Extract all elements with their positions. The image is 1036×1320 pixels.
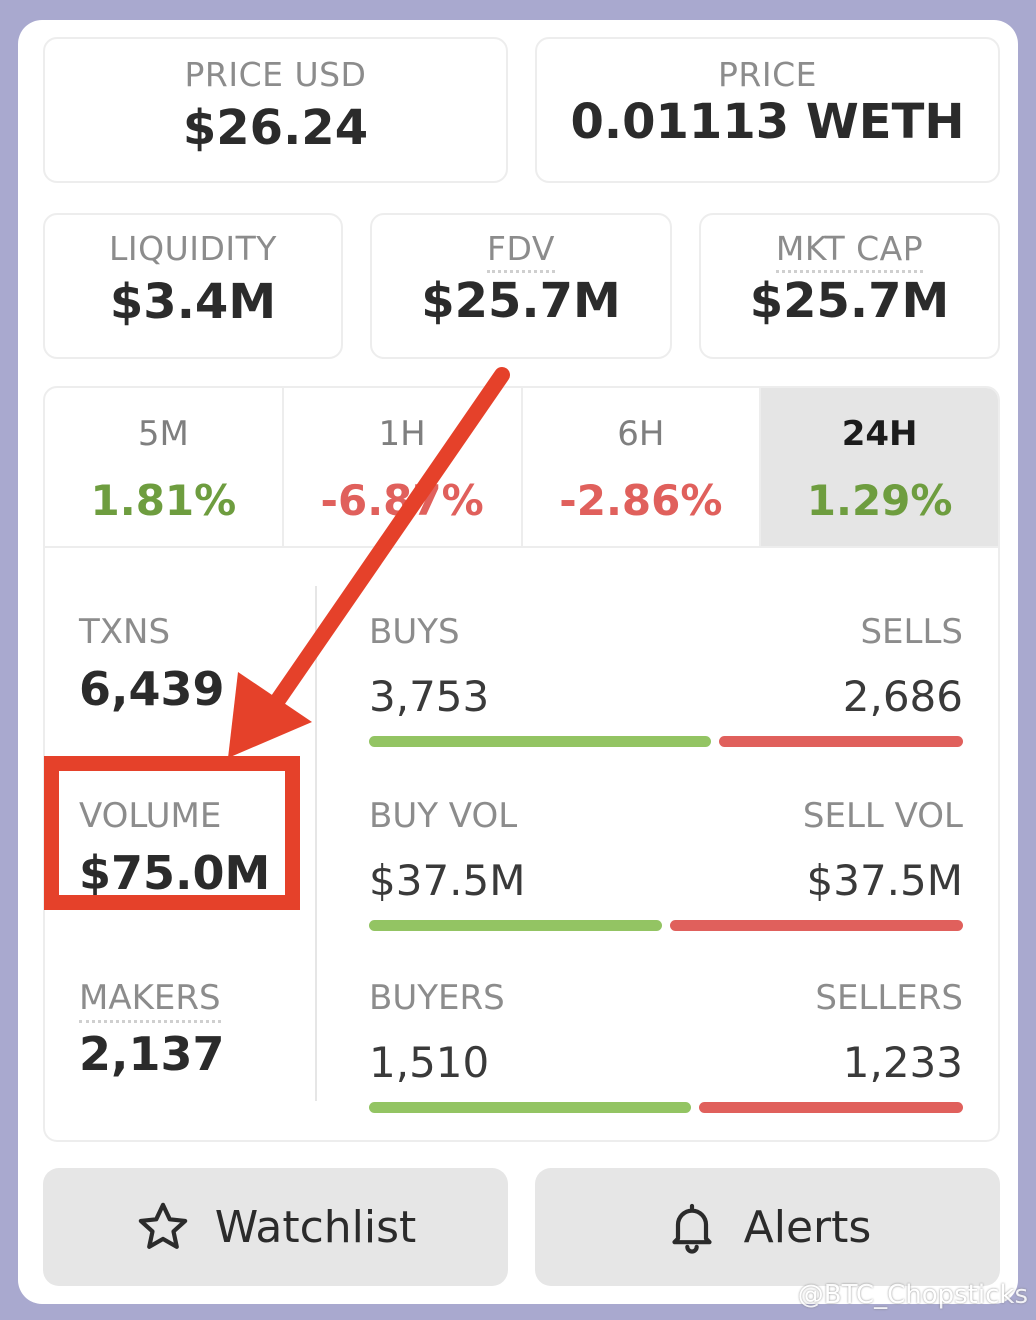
txns-value: 6,439 bbox=[79, 662, 225, 716]
buyers-label: BUYERS bbox=[369, 978, 505, 1018]
makers-value: 2,137 bbox=[79, 1027, 225, 1081]
price-native-box: PRICE 0.01113 WETH bbox=[535, 37, 1000, 183]
sell-vol-label: SELL VOL bbox=[802, 796, 963, 836]
sellers-bar bbox=[699, 1102, 963, 1113]
tab-5m-label: 5M bbox=[137, 414, 189, 454]
buyers-value: 1,510 bbox=[369, 1038, 490, 1087]
tab-24h-label: 24H bbox=[841, 414, 918, 454]
tab-6h-change: -2.86% bbox=[559, 476, 723, 525]
makers-label[interactable]: MAKERS bbox=[79, 978, 221, 1023]
volume-label: VOLUME bbox=[79, 796, 222, 836]
price-usd-label: PRICE USD bbox=[184, 55, 367, 94]
watchlist-button-label: Watchlist bbox=[214, 1201, 417, 1253]
sell-vol-bar bbox=[670, 920, 963, 931]
liquidity-label: LIQUIDITY bbox=[109, 229, 277, 268]
watermark-text: @BTC_Chopsticks bbox=[797, 1280, 1028, 1310]
tab-5m-change: 1.81% bbox=[90, 476, 237, 525]
star-icon bbox=[138, 1202, 187, 1249]
mkt-cap-box[interactable]: MKT CAP $25.7M bbox=[699, 213, 1000, 359]
sell-vol-value: $37.5M bbox=[806, 856, 963, 905]
stats-divider bbox=[315, 586, 317, 1101]
tab-1h[interactable]: 1H -6.87% bbox=[284, 388, 523, 546]
fdv-box[interactable]: FDV $25.7M bbox=[370, 213, 672, 359]
sells-value: 2,686 bbox=[842, 672, 963, 721]
period-tabs: 5M 1.81% 1H -6.87% 6H -2.86% 24H 1.29% bbox=[43, 386, 1000, 548]
fdv-value: $25.7M bbox=[421, 273, 621, 329]
buyers-sellers-stat: BUYERS SELLERS 1,510 1,233 bbox=[369, 978, 963, 1128]
txns-stat: TXNS 6,439 bbox=[79, 612, 225, 716]
fdv-label[interactable]: FDV bbox=[487, 229, 555, 273]
volume-highlight-box bbox=[44, 756, 300, 910]
buys-bar bbox=[369, 736, 711, 747]
mkt-cap-value: $25.7M bbox=[749, 273, 950, 329]
watchlist-button[interactable]: Watchlist bbox=[43, 1168, 508, 1286]
alerts-button-label: Alerts bbox=[743, 1201, 872, 1253]
buys-sells-stat: BUYS SELLS 3,753 2,686 bbox=[369, 612, 963, 762]
buys-label: BUYS bbox=[369, 612, 460, 652]
price-native-value: 0.01113 WETH bbox=[570, 94, 965, 150]
makers-stat[interactable]: MAKERS 2,137 bbox=[79, 978, 225, 1081]
tab-24h[interactable]: 24H 1.29% bbox=[761, 388, 998, 546]
sellers-value: 1,233 bbox=[842, 1038, 963, 1087]
transaction-stats: TXNS 6,439 VOLUME $75.0M MAKERS 2,137 BU… bbox=[43, 546, 1000, 1142]
token-stats-card: PRICE USD $26.24 PRICE 0.01113 WETH LIQU… bbox=[18, 20, 1018, 1304]
tab-1h-label: 1H bbox=[378, 414, 426, 454]
price-native-label: PRICE bbox=[718, 55, 817, 94]
liquidity-box: LIQUIDITY $3.4M bbox=[43, 213, 343, 359]
liquidity-value: $3.4M bbox=[109, 274, 277, 330]
buy-sell-volume-stat: BUY VOL SELL VOL $37.5M $37.5M bbox=[369, 796, 963, 946]
buyers-bar bbox=[369, 1102, 691, 1113]
tab-6h-label: 6H bbox=[617, 414, 665, 454]
buy-vol-bar bbox=[369, 920, 662, 931]
price-usd-box: PRICE USD $26.24 bbox=[43, 37, 508, 183]
sells-bar bbox=[719, 736, 963, 747]
price-usd-value: $26.24 bbox=[182, 100, 369, 156]
buys-value: 3,753 bbox=[369, 672, 490, 721]
sellers-label: SELLERS bbox=[815, 978, 963, 1018]
tab-6h[interactable]: 6H -2.86% bbox=[523, 388, 762, 546]
mkt-cap-label[interactable]: MKT CAP bbox=[775, 229, 924, 273]
tab-1h-change: -6.87% bbox=[320, 476, 484, 525]
txns-label: TXNS bbox=[79, 612, 171, 652]
volume-value: $75.0M bbox=[79, 846, 271, 900]
sells-label: SELLS bbox=[860, 612, 963, 652]
tab-24h-change: 1.29% bbox=[806, 476, 953, 525]
bell-icon bbox=[672, 1203, 712, 1254]
buy-vol-value: $37.5M bbox=[369, 856, 526, 905]
buy-vol-label: BUY VOL bbox=[369, 796, 518, 836]
alerts-button[interactable]: Alerts bbox=[535, 1168, 1000, 1286]
tab-5m[interactable]: 5M 1.81% bbox=[45, 388, 284, 546]
volume-stat: VOLUME $75.0M bbox=[79, 796, 270, 900]
